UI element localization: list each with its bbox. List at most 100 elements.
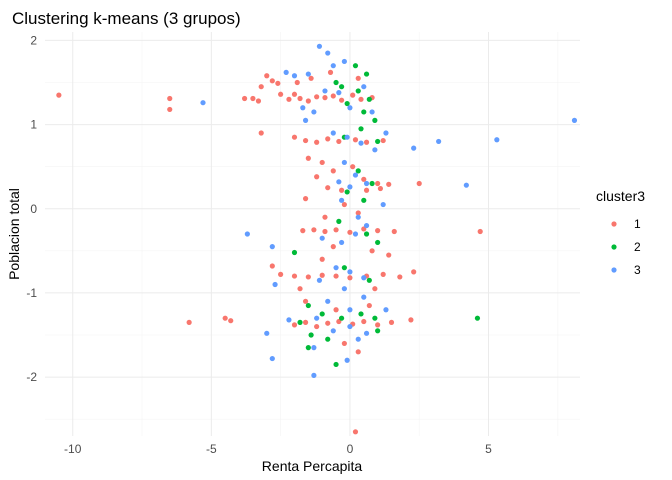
cluster-3-point [436,138,442,145]
y-axis-ticks: -2 -1 0 1 2 [26,33,37,384]
legend-label-3: 3 [634,263,641,277]
cluster-1-point [333,307,339,313]
cluster-1-point [319,272,325,278]
cluster-1-point [322,95,328,101]
cluster-3-point [264,330,270,336]
cluster-1-point [372,286,378,292]
cluster-1-point [305,155,311,161]
cluster-1-point [350,164,356,170]
legend-title: cluster3 [596,188,645,204]
cluster-1-point [355,210,361,216]
cluster-3-point [361,275,367,281]
cluster-1-point [416,180,422,187]
x-tick-label: 0 [347,442,354,456]
cluster-1-point [56,92,62,98]
cluster-1-point [339,97,345,103]
cluster-2-point [355,168,361,174]
cluster-2-point [305,345,311,351]
cluster-1-point [311,227,317,233]
cluster-2-point [372,117,378,123]
cluster-1-point [380,137,386,144]
legend-label-2: 2 [634,240,641,254]
cluster-1-point [291,322,298,328]
cluster-2-point [361,197,367,203]
y-tick-label: -1 [26,286,37,300]
y-tick-label: 0 [30,202,37,216]
cluster-1-point [330,244,336,250]
y-tick-label: 2 [30,33,37,47]
cluster-1-point [363,139,370,145]
cluster-1-point [352,429,359,435]
cluster-3-point [380,201,386,208]
cluster-1-point [333,227,339,233]
cluster-3-point [344,357,350,363]
cluster-2-point [325,336,331,342]
cluster-1-point [241,95,248,102]
cluster-1-point [391,228,397,235]
cluster-3-point [300,105,306,111]
cluster-1-point [339,187,345,193]
cluster-1-point [477,228,483,235]
cluster-1-point [291,91,298,97]
cluster-3-point [361,294,367,300]
cluster-3-point [347,323,353,330]
cluster-2-point [474,315,481,321]
cluster-1-point [330,93,336,99]
cluster-1-point [302,298,309,304]
cluster-1-point [386,252,392,258]
cluster-3-point [322,88,328,94]
legend: cluster3 1 2 3 [596,188,645,277]
legend-key-2 [611,244,617,250]
cluster-3-point [352,231,359,237]
cluster-3-point [319,235,325,241]
cluster-3-point [311,345,317,351]
cluster-3-point [344,134,350,140]
cluster-1-point [258,84,264,90]
cluster-3-point [283,69,289,75]
cluster-2-point [361,109,367,115]
cluster-3-point [311,372,317,378]
cluster-3-point [372,147,378,153]
cluster-1-point [314,323,320,330]
cluster-3-point [355,214,361,220]
cluster-3-point [330,63,336,69]
cluster-3-point [383,130,389,136]
cluster-3-point [311,109,317,115]
cluster-2-point [355,88,361,94]
cluster-1-point [302,196,309,202]
cluster-1-point [361,176,367,182]
x-tick-label: -10 [64,442,82,456]
cluster-1-point [305,274,311,280]
cluster-2-point [344,189,350,195]
cluster-2-point [375,239,381,246]
cluster-3-point [269,355,275,362]
cluster-1-point [255,98,262,104]
cluster-1-point [352,137,359,143]
cluster-1-point [386,181,392,187]
cluster-1-point [355,349,361,355]
cluster-1-point [250,95,256,102]
cluster-2-point [333,361,339,368]
cluster-1-point [297,95,303,102]
cluster-3-point [571,117,578,123]
cluster-1-point [388,319,395,325]
cluster-1-point [322,228,328,235]
cluster-3-point [347,184,353,190]
cluster-1-point [375,228,381,234]
cluster-1-point [347,229,353,235]
cluster-1-point [325,320,331,326]
cluster-2-point [363,231,370,237]
x-axis-title: Renta Percapita [262,458,363,474]
legend-key-1 [611,221,617,227]
cluster-3-point [411,145,417,151]
cluster-1-point [327,69,334,75]
cluster-1-point [269,78,275,84]
cluster-1-point [325,185,331,191]
cluster-2-point [372,315,378,321]
cluster-3-point [341,286,347,292]
data-points [56,43,578,435]
cluster-3-point [314,315,320,321]
cluster-3-point [494,137,500,143]
chart-title: Clustering k-means (3 grupos) [12,9,241,28]
